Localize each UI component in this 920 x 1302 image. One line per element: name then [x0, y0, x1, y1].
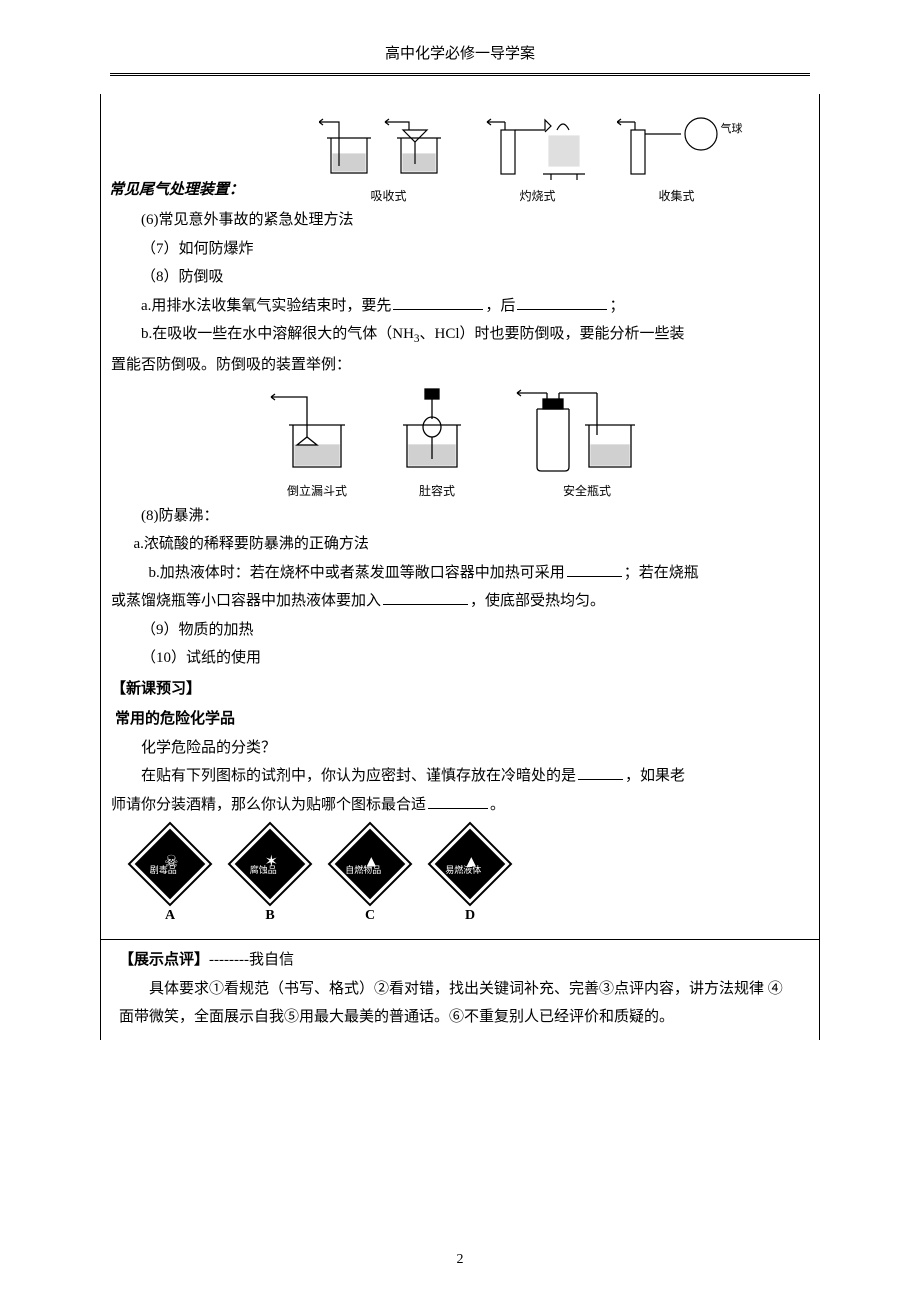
hazard-A: ☠ 剧毒品 A [131, 823, 209, 930]
header-rule-inner [110, 75, 810, 76]
preview-sub: 常用的危险化学品 [101, 703, 819, 734]
showcase-title: 【展示点评】--------我自信 [109, 946, 811, 975]
l8a-pre: a.用排水法收集氧气实验结束时，要先 [141, 298, 391, 314]
fig-bulb-label: 肚容式 [387, 483, 487, 500]
sc-dash: -------- [209, 952, 249, 968]
hazard-D-letter: D [431, 903, 509, 930]
sc-suf: 我自信 [249, 952, 294, 968]
fig-burn-label: 灼烧式 [483, 188, 593, 205]
preview-q2-2: 师请你分装酒精，那么你认为贴哪个图标最合适 。 [101, 791, 819, 820]
hazard-D: ▲ 易燃液体 D [431, 823, 509, 930]
fig-funnel: 倒立漏斗式 [267, 385, 367, 500]
line-7: （7）如何防爆炸 [101, 235, 819, 264]
q2-mid: ，如果老 [625, 768, 685, 784]
hazard-A-text: 剧毒品 [133, 863, 193, 880]
l8a-end: ； [609, 298, 624, 314]
l8b-mid1: 、HCl）时也要防倒吸，要能分析一些装 [420, 326, 685, 342]
hazard-A-letter: A [131, 903, 209, 930]
line-8-boil-b2: 或蒸馏烧瓶等小口容器中加热液体要加入 ，使底部受热均匀。 [101, 587, 819, 616]
balloon-label: 气球 [721, 122, 743, 137]
l8boilb-pre: b.加热液体时：若在烧杯中或者蒸发皿等敞口容器中加热可采用 [149, 565, 565, 581]
content-frame: 常见尾气处理装置： [100, 94, 820, 941]
l8boilb2-pre: 或蒸馏烧瓶等小口容器中加热液体要加入 [111, 593, 381, 609]
hazard-row: ☠ 剧毒品 A ✶ 腐蚀品 B ▲ 自燃物品 C [101, 819, 819, 930]
showcase-block: 【展示点评】--------我自信 具体要求①看规范（书写、格式）②看对错，找出… [100, 939, 820, 1040]
q2-pre: 在贴有下列图标的试剂中，你认为应密封、谨慎存放在冷暗处的是 [141, 768, 576, 784]
tail-gas-figures: 吸收式 [244, 108, 811, 205]
blank-2[interactable] [517, 292, 607, 310]
hazard-C-text: 自燃物品 [333, 863, 393, 880]
preview-q1: 化学危险品的分类？ [101, 734, 819, 763]
l8boilb-mid: ；若在烧瓶 [624, 565, 699, 581]
line-8-boil-b1: b.加热液体时：若在烧杯中或者蒸发皿等敞口容器中加热可采用 ；若在烧瓶 [101, 559, 819, 588]
line-8b-2: 置能否防倒吸。防倒吸的装置举例： [101, 351, 819, 380]
blank-6[interactable] [428, 791, 488, 809]
fig-collect: 气球 收集式 [617, 108, 737, 205]
line-6: (6)常见意外事故的紧急处理方法 [101, 206, 819, 235]
fig-absorb: 吸收式 [319, 108, 459, 205]
q2l2-end: 。 [490, 797, 505, 813]
header-rule [110, 73, 810, 74]
hazard-D-text: 易燃液体 [433, 863, 493, 880]
line-8-boil-a: a.浓硫酸的稀释要防暴沸的正确方法 [101, 530, 819, 559]
q2l2-pre: 师请你分装酒精，那么你认为贴哪个图标最合适 [111, 797, 426, 813]
fig-burn: 灼烧式 [483, 108, 593, 205]
preview-q2-1: 在贴有下列图标的试剂中，你认为应密封、谨慎存放在冷暗处的是 ，如果老 [101, 762, 819, 791]
page-number: 2 [0, 1247, 920, 1274]
line-9: （9）物质的加热 [101, 616, 819, 645]
anti-suckback-figures: 倒立漏斗式 肚容式 [101, 385, 819, 500]
hazard-C-letter: C [331, 903, 409, 930]
blank-4[interactable] [383, 588, 468, 606]
showcase-body1: 具体要求①看规范（书写、格式）②看对错，找出关键词补充、完善③点评内容，讲方法规… [109, 975, 811, 1004]
line-10: （10）试纸的使用 [101, 644, 819, 673]
fig-collect-label: 收集式 [617, 188, 737, 205]
hazard-B-text: 腐蚀品 [233, 863, 293, 880]
fig-absorb-label: 吸收式 [319, 188, 459, 205]
blank-3[interactable] [567, 559, 622, 577]
line-8b-1: b.在吸收一些在水中溶解很大的气体（NH3、HCl）时也要防倒吸，要能分析一些装 [101, 320, 819, 350]
blank-1[interactable] [393, 292, 483, 310]
hazard-B: ✶ 腐蚀品 B [231, 823, 309, 930]
page-header: 高中化学必修一导学案 [100, 40, 820, 69]
preview-title: 【新课预习】 [101, 673, 819, 704]
showcase-body2: 面带微笑，全面展示自我⑤用最大最美的普通话。⑥不重复别人已经评价和质疑的。 [109, 1003, 811, 1032]
hazard-C: ▲ 自燃物品 C [331, 823, 409, 930]
line-8a: a.用排水法收集氧气实验结束时，要先 ，后 ； [101, 292, 819, 321]
hazard-B-letter: B [231, 903, 309, 930]
sc-pre: 【展示点评】 [119, 952, 209, 968]
fig-safety-bottle: 安全瓶式 [507, 385, 667, 500]
l8b-pre: b.在吸收一些在水中溶解很大的气体（NH [141, 326, 414, 342]
fig-funnel-label: 倒立漏斗式 [267, 483, 367, 500]
fig-safety-label: 安全瓶式 [507, 483, 667, 500]
line-8-boil: (8)防暴沸： [101, 502, 819, 531]
l8a-mid: ，后 [485, 298, 515, 314]
fig-bulb: 肚容式 [387, 385, 487, 500]
blank-5[interactable] [578, 763, 623, 781]
l8boilb2-end: ，使底部受热均匀。 [470, 593, 605, 609]
line-8: （8）防倒吸 [101, 263, 819, 292]
tail-gas-title: 常见尾气处理装置： [109, 182, 244, 198]
